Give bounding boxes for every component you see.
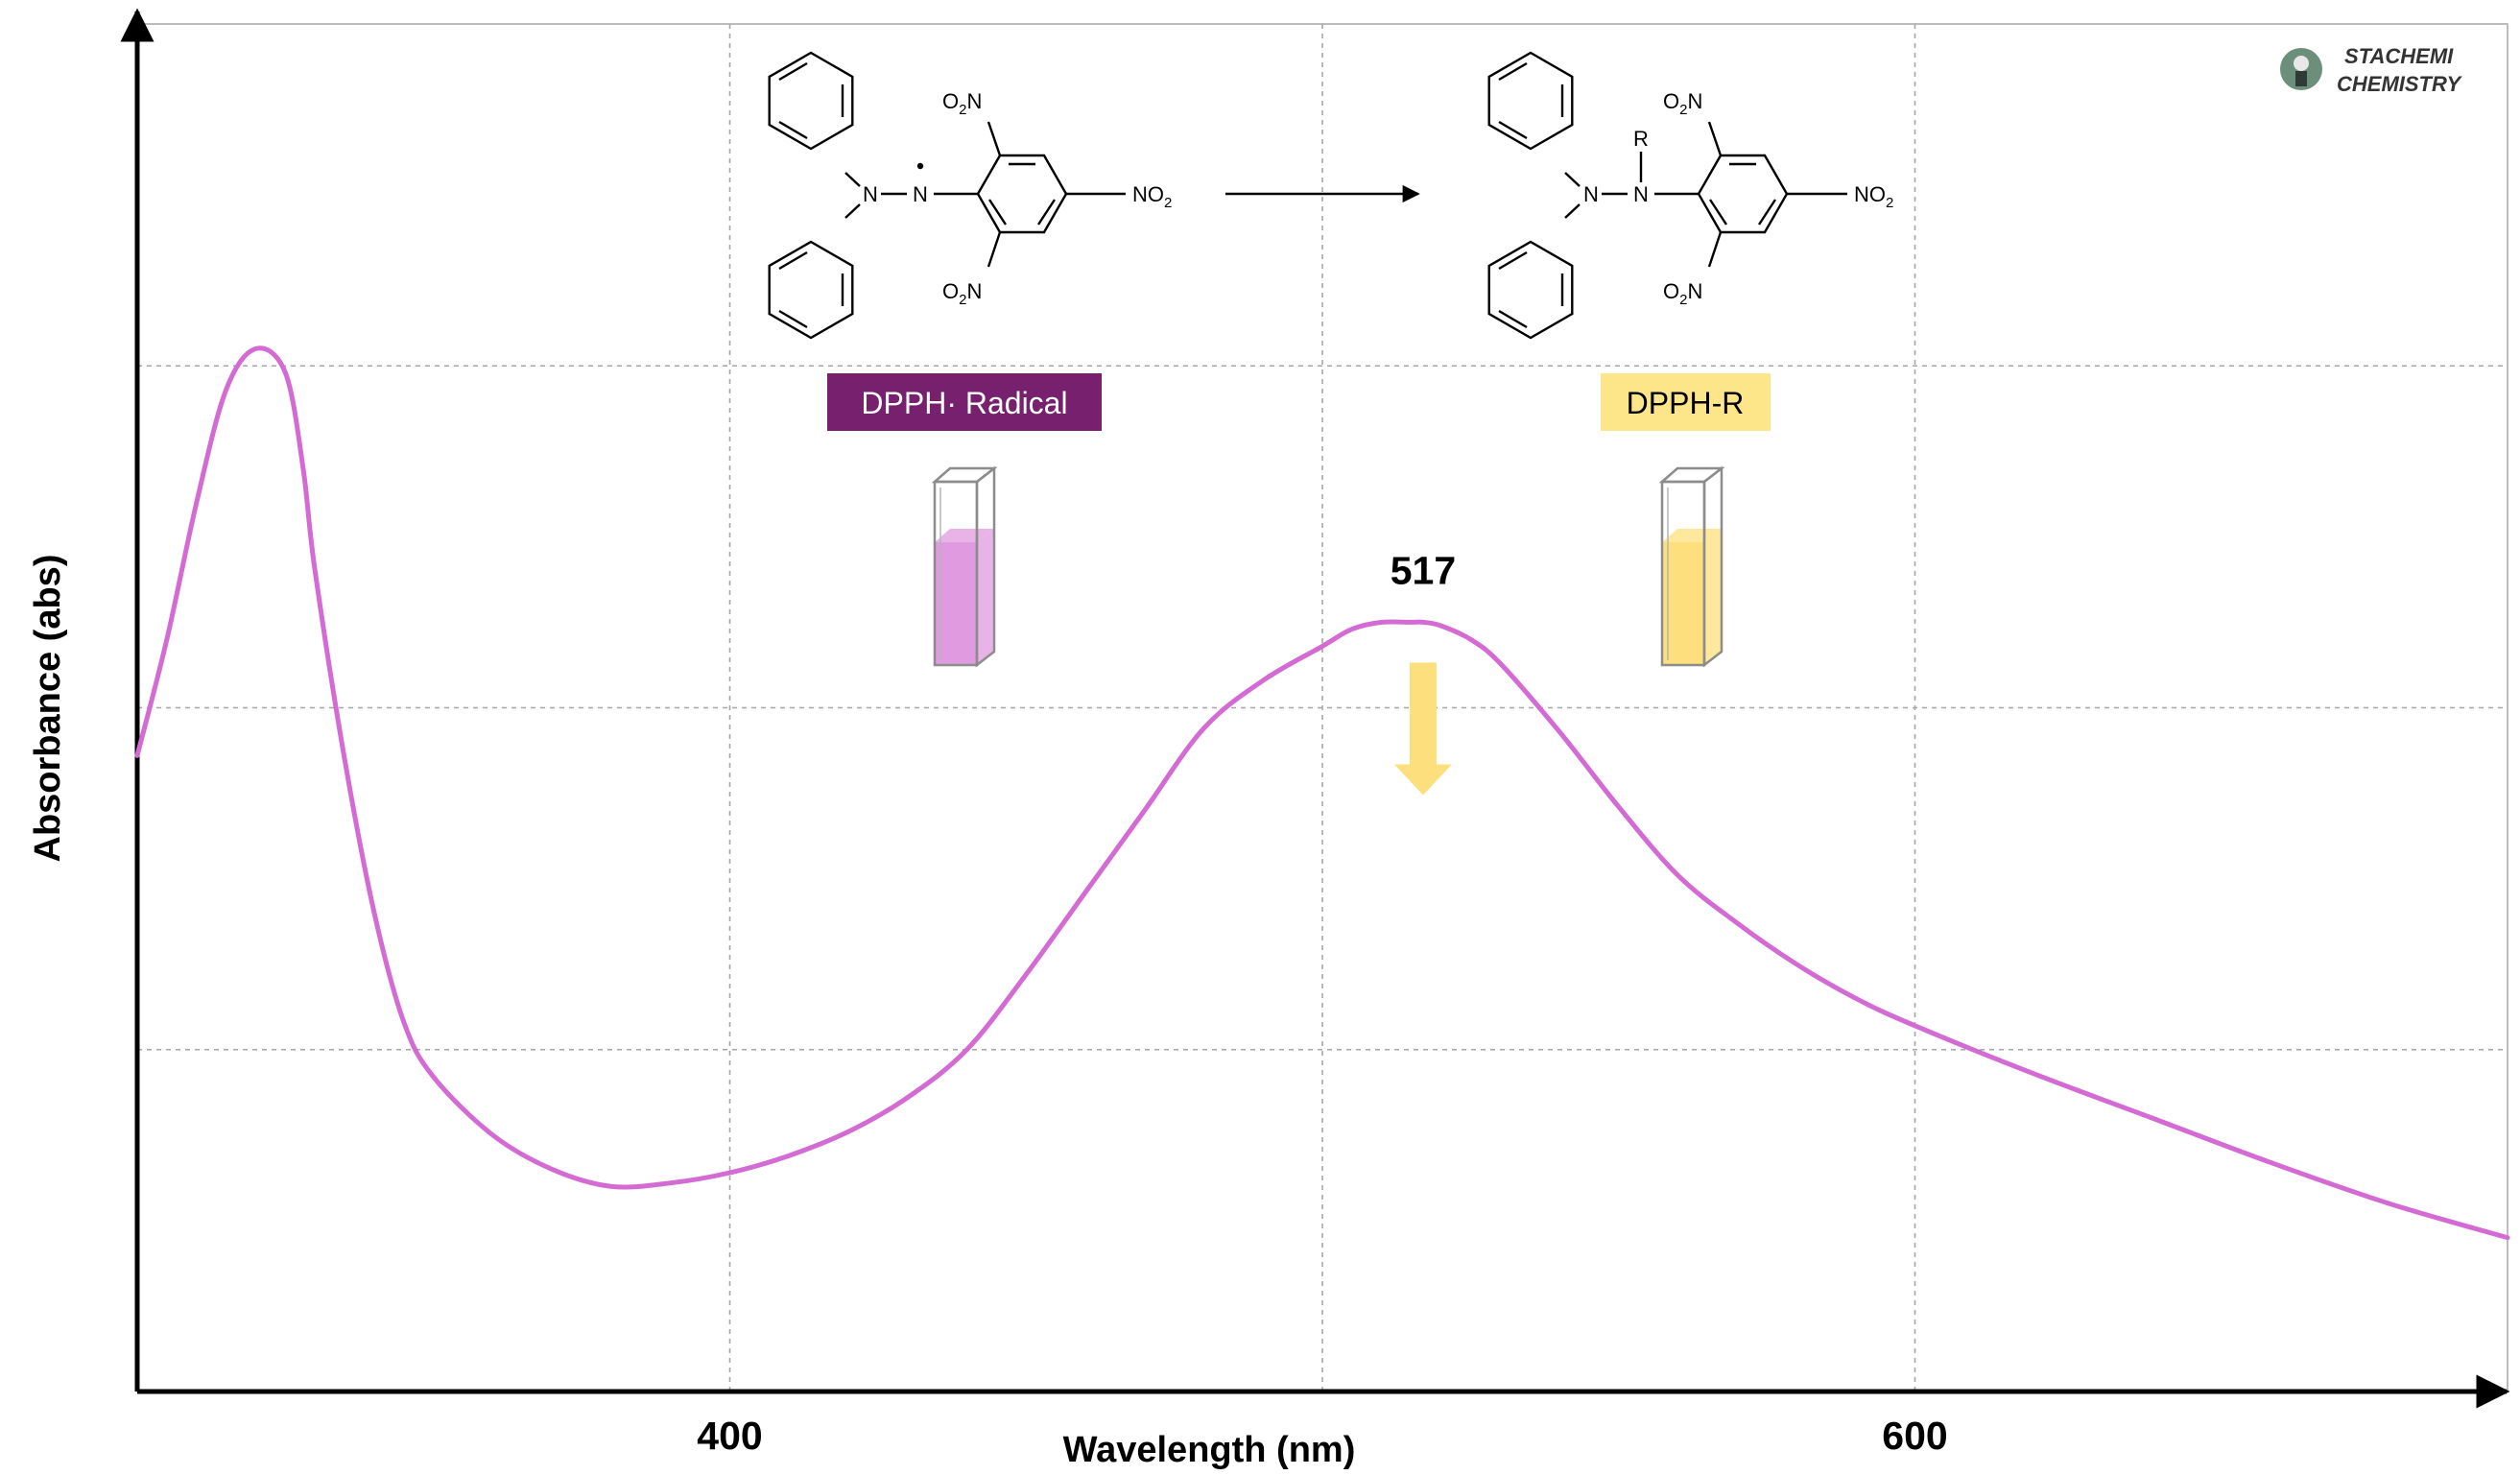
svg-text:NO2: NO2 <box>1854 182 1893 211</box>
peak-label: 517 <box>1391 548 1456 592</box>
x-tick-labels: 400 600 <box>697 1414 1947 1458</box>
svg-text:O2N: O2N <box>942 89 982 118</box>
gridlines <box>137 24 2508 1392</box>
svg-text:N: N <box>913 182 928 206</box>
reactant-label: DPPH· Radical <box>861 386 1067 420</box>
x-axis-label: Wavelength (nm) <box>1063 1430 1356 1470</box>
reactant-label-box <box>827 373 1102 431</box>
svg-text:N: N <box>1583 182 1599 206</box>
dpph-radical-structure: N N O2N O2N NO2 <box>768 51 1172 340</box>
decrease-arrow <box>1393 662 1452 796</box>
svg-text:R: R <box>1633 127 1649 151</box>
svg-text:O2N: O2N <box>1663 279 1702 308</box>
y-axis-label: Absorbance (abs) <box>28 555 68 863</box>
product-cuvette <box>1658 465 1725 668</box>
product-label-box <box>1601 373 1771 431</box>
logo-line2: CHEMISTRY <box>2337 72 2462 96</box>
x-tick-label-600: 600 <box>1882 1414 1947 1458</box>
product-label: DPPH-R <box>1627 386 1745 420</box>
x-tick-label-400: 400 <box>697 1414 762 1458</box>
reactant-cuvette <box>931 465 998 668</box>
svg-text:N: N <box>863 182 878 206</box>
svg-text:NO2: NO2 <box>1132 182 1172 211</box>
logo-line1: STACHEMI <box>2344 44 2454 68</box>
svg-text:O2N: O2N <box>942 279 982 308</box>
dpph-r-structure: N N R O2N O2N NO2 <box>1487 51 1893 340</box>
svg-text:N: N <box>1633 182 1649 206</box>
stachemi-logo: STACHEMI CHEMISTRY <box>2280 44 2462 96</box>
svg-text:O2N: O2N <box>1663 89 1702 118</box>
series-line <box>134 345 2510 1241</box>
